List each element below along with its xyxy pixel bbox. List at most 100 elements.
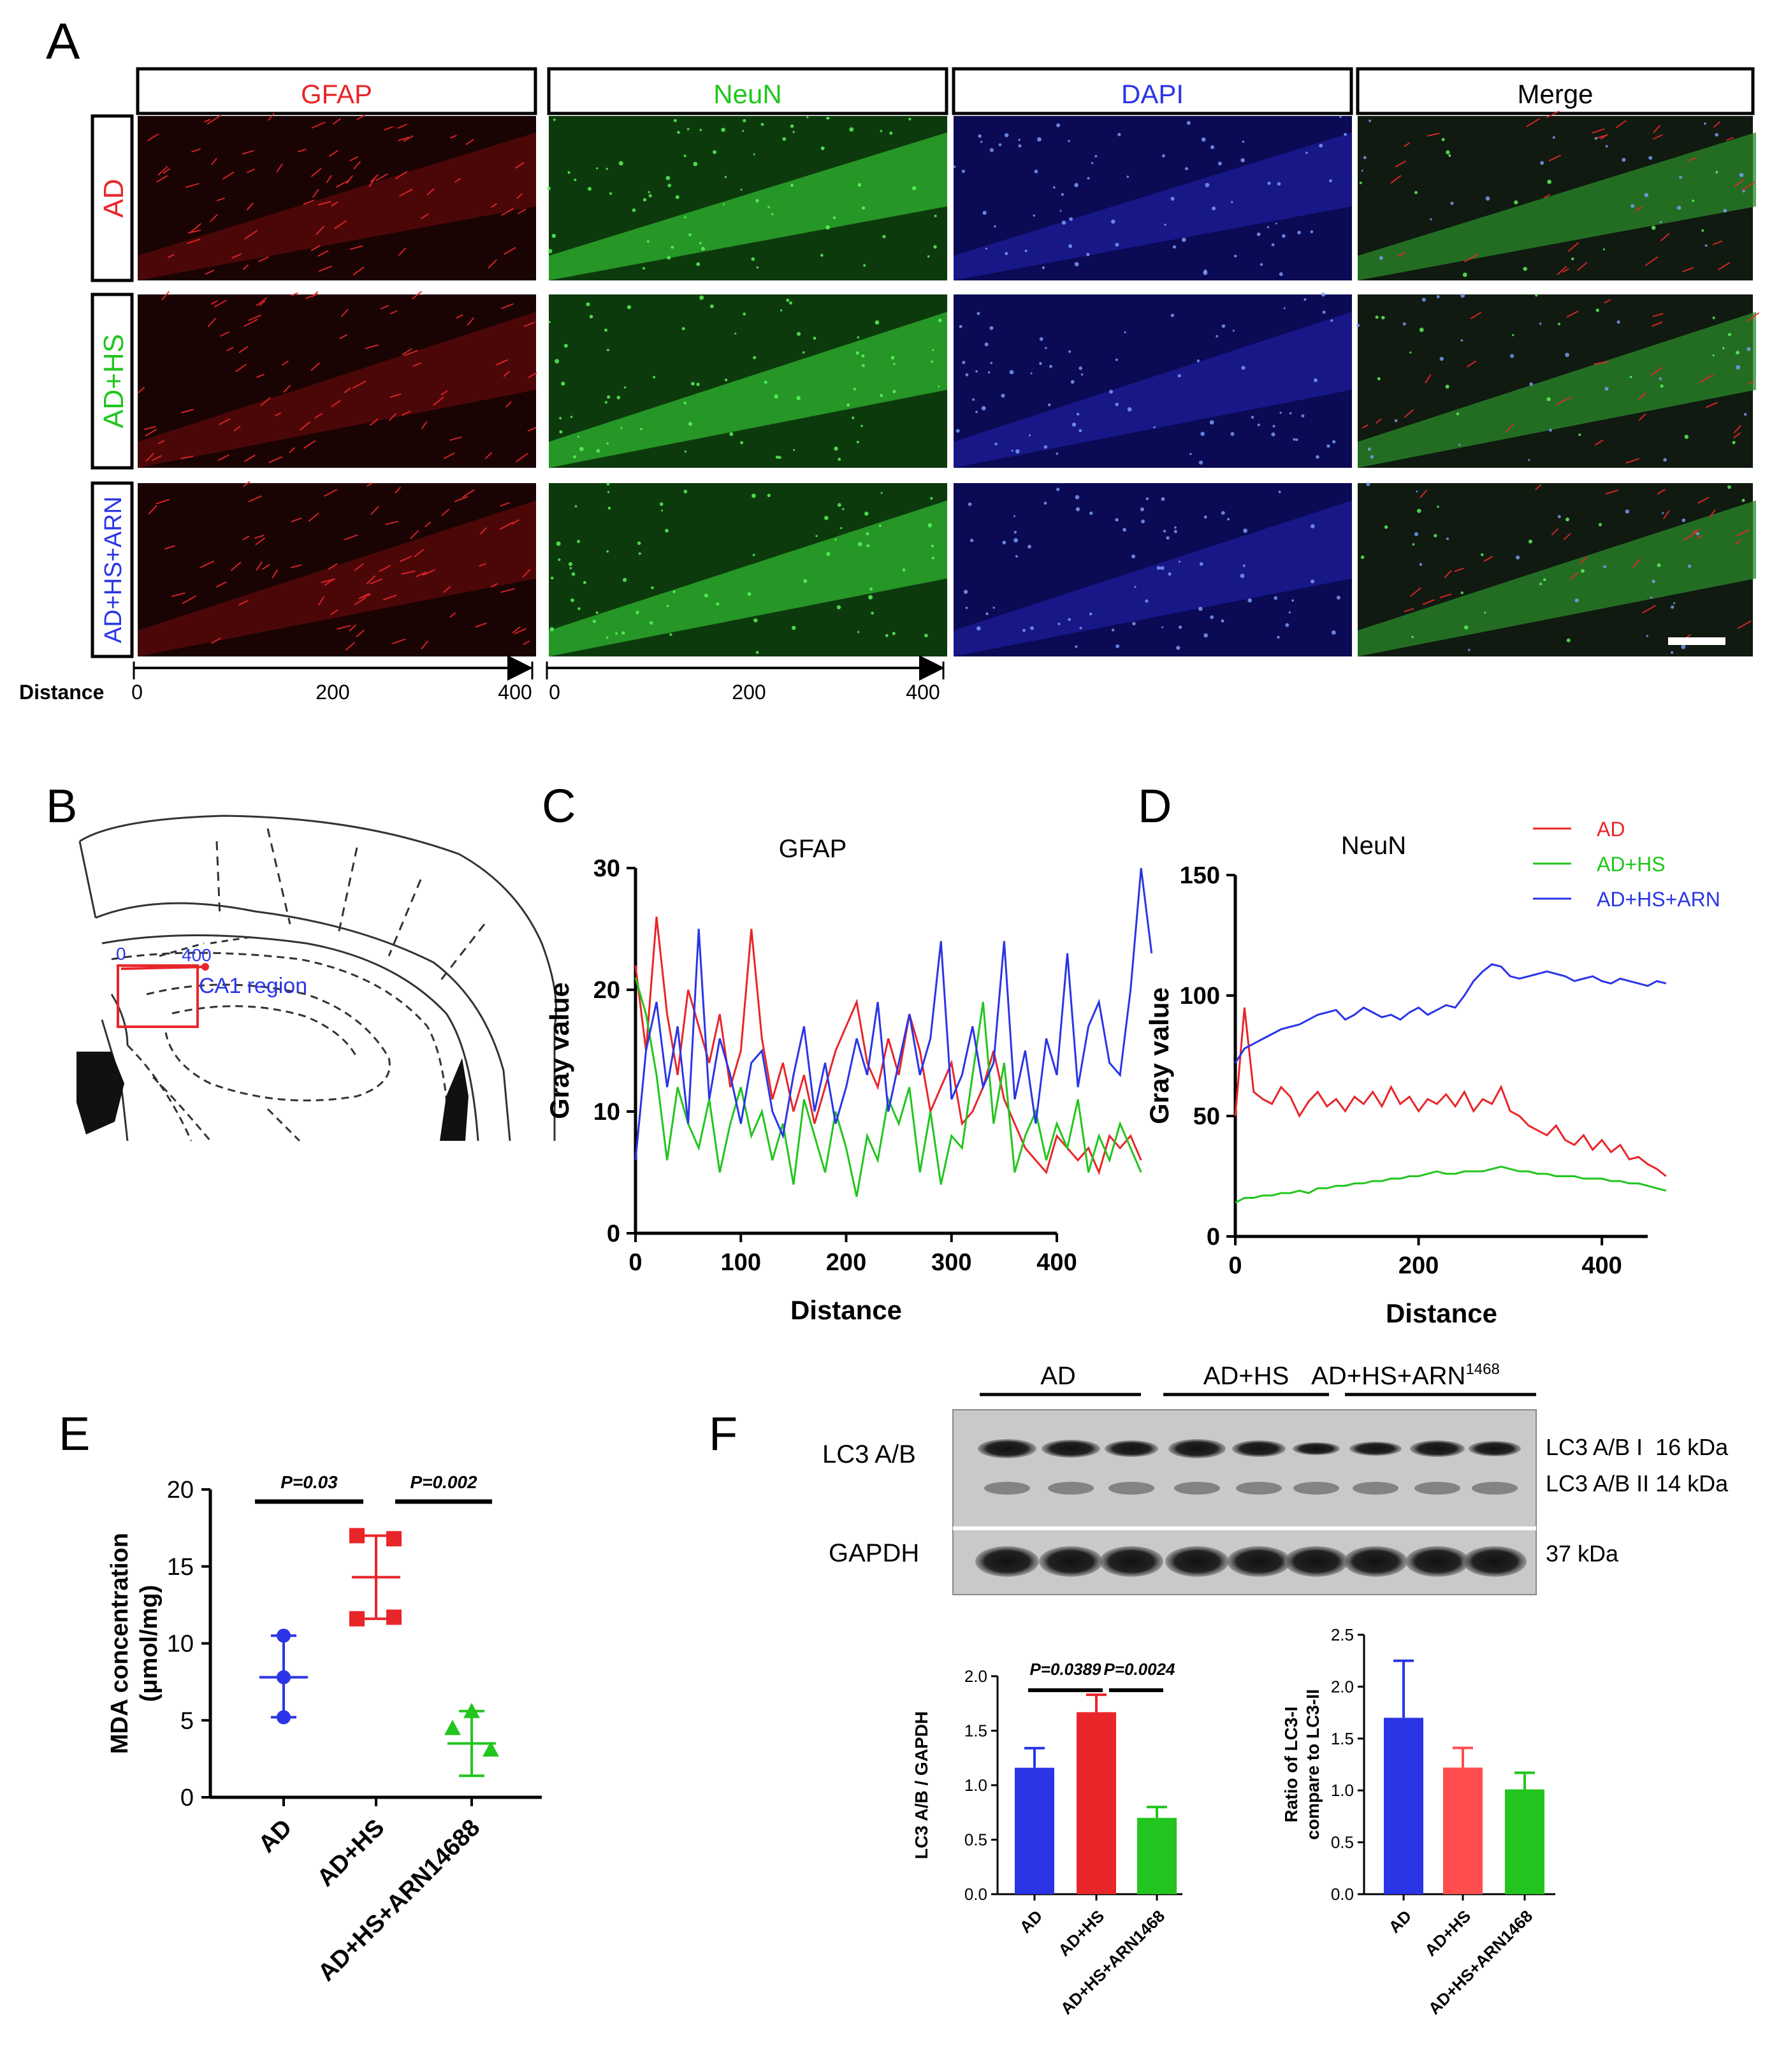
blot-band-gapdh — [1344, 1546, 1407, 1577]
x-tick-label: AD+HS+ARN1468 — [1425, 1906, 1537, 2018]
micrograph-tile — [954, 483, 1352, 656]
blot-row-lc3: LC3 A/B — [822, 1440, 916, 1468]
y-tick-label: 0.5 — [964, 1830, 987, 1850]
ca1-region-box — [117, 964, 199, 1028]
row-header-ad-hs-arn: AD+HS+ARN — [100, 496, 127, 643]
legend-label: AD+HS — [1597, 853, 1666, 876]
third-ventricle-shape — [76, 1052, 124, 1134]
blot-band-gapdh — [1165, 1546, 1229, 1577]
bar — [1077, 1712, 1116, 1894]
blot-row-gapdh: GAPDH — [829, 1539, 919, 1567]
panel-letter-f: F — [709, 1407, 737, 1460]
legend-label: AD+HS+ARN — [1597, 888, 1720, 911]
micrograph-grid — [137, 110, 1760, 656]
lateral-ventricle-shape — [440, 1058, 468, 1141]
blot-group-labels: AD AD+HS AD+HS+ARN1468 — [980, 1361, 1536, 1396]
blot-band-lc3-ii — [1174, 1482, 1220, 1495]
x-tick-label: 100 — [721, 1249, 761, 1276]
y-axis-label: Gray value — [1144, 987, 1174, 1124]
x-tick-label: AD — [254, 1815, 298, 1858]
series-line-ad-hs — [1235, 1165, 1667, 1204]
bar — [1137, 1818, 1177, 1894]
blot-group-ad: AD — [1040, 1362, 1076, 1390]
blot-band-gapdh — [1405, 1546, 1469, 1577]
y-tick-label: 0 — [180, 1785, 194, 1811]
y-tick-label: 0.0 — [964, 1885, 987, 1904]
p-value-label: P=0.03 — [280, 1472, 338, 1492]
blot-band-lc3-i — [1168, 1439, 1226, 1458]
bar — [1384, 1718, 1423, 1894]
y-tick-label: 1.0 — [964, 1776, 987, 1795]
lc3-ratio-bar-chart: 0.0 0.5 1.0 1.5 2.0 2.5 Ratio of LC3-I compare … — [1281, 1625, 1555, 2018]
series-line-ad-hs-arn — [634, 867, 1153, 1161]
blot-band-lc3-ii — [1048, 1482, 1094, 1495]
y-tick-label: 2.0 — [964, 1667, 987, 1686]
distance-tick-0b: 0 — [549, 681, 560, 704]
data-point — [277, 1628, 291, 1643]
blot-band-lc3-ii — [1293, 1482, 1339, 1495]
micrograph-tile — [137, 291, 537, 468]
row-headers: AD AD+HS AD+HS+ARN — [91, 114, 134, 658]
col-header-neun: NeuN — [713, 79, 781, 109]
data-point — [444, 1720, 461, 1735]
micrograph-tile — [547, 116, 947, 280]
data-point — [386, 1531, 402, 1547]
band-label-lc3-i: LC3 A/B I 16 kDa — [1546, 1434, 1729, 1460]
blot-band-lc3-ii — [1353, 1482, 1398, 1495]
chart-title: NeuN — [1341, 832, 1406, 860]
data-point — [463, 1702, 480, 1718]
distance-tick-200: 200 — [316, 681, 349, 704]
micrograph-tile — [954, 292, 1352, 468]
blot-band-lc3-ii — [1236, 1482, 1282, 1495]
panel-letter-e: E — [59, 1407, 90, 1460]
x-tick-label: AD+HS — [312, 1815, 390, 1892]
x-tick-label: AD+HS+ARN1468 — [1057, 1906, 1169, 2018]
distance-tick-400b: 400 — [906, 681, 940, 704]
y-tick-label: 10 — [593, 1099, 620, 1126]
x-tick-label: AD+HS — [1421, 1906, 1474, 1960]
blot-band-gapdh — [1463, 1546, 1527, 1577]
blot-band-lc3-i — [1042, 1440, 1100, 1458]
legend-label: AD — [1597, 818, 1625, 841]
band-label-gapdh: 37 kDa — [1546, 1540, 1619, 1567]
x-tick-label: 200 — [826, 1249, 866, 1276]
data-point — [483, 1741, 499, 1757]
blot-band-lc3-i — [1293, 1442, 1340, 1455]
blot-band-lc3-ii — [1414, 1482, 1460, 1495]
series-line-ad-hs — [634, 977, 1142, 1198]
x-tick-label: AD — [1384, 1906, 1415, 1937]
panel-letter-b: B — [46, 779, 77, 832]
blot-group-ad-hs: AD+HS — [1203, 1362, 1289, 1390]
profile-line-start: 0 — [116, 944, 126, 964]
y-tick-label: 0.5 — [1331, 1833, 1354, 1852]
distance-axes: Distance 0 200 400 0 200 400 — [19, 655, 945, 704]
y-axis-label: MDA concentration — [106, 1533, 133, 1754]
y-tick-label: 0.0 — [1331, 1885, 1354, 1904]
x-tick-label: 0 — [628, 1249, 642, 1276]
micrograph-tile — [138, 112, 536, 280]
distance-label: Distance — [19, 681, 104, 704]
blot-band-lc3-i — [1410, 1440, 1465, 1457]
x-tick-label: AD+HS — [1054, 1906, 1108, 1960]
y-tick-label: 1.0 — [1331, 1781, 1354, 1800]
y-tick-label: 2.0 — [1331, 1677, 1354, 1696]
y-tick-label: 100 — [1180, 983, 1220, 1010]
micrograph-tile — [953, 115, 1352, 280]
y-tick-label: 0 — [1207, 1224, 1220, 1250]
y-axis-label: LC3 A/B / GAPDH — [911, 1711, 931, 1859]
x-tick-label: 200 — [1398, 1252, 1439, 1279]
blot-band-lc3-i — [1469, 1441, 1521, 1456]
blot-band-lc3-i — [1232, 1440, 1286, 1457]
blot-band-lc3-ii — [984, 1482, 1030, 1495]
bar — [1015, 1767, 1054, 1894]
chart-title: GFAP — [779, 835, 847, 863]
blot-band-lc3-i — [1349, 1442, 1402, 1456]
row-header-ad-hs: AD+HS — [98, 334, 129, 428]
y-tick-label: 5 — [180, 1707, 194, 1734]
y-tick-label: 15 — [167, 1554, 194, 1581]
col-header-gfap: GFAP — [301, 79, 372, 109]
blot-band-gapdh — [1227, 1546, 1291, 1577]
blot-band-gapdh — [975, 1546, 1039, 1577]
